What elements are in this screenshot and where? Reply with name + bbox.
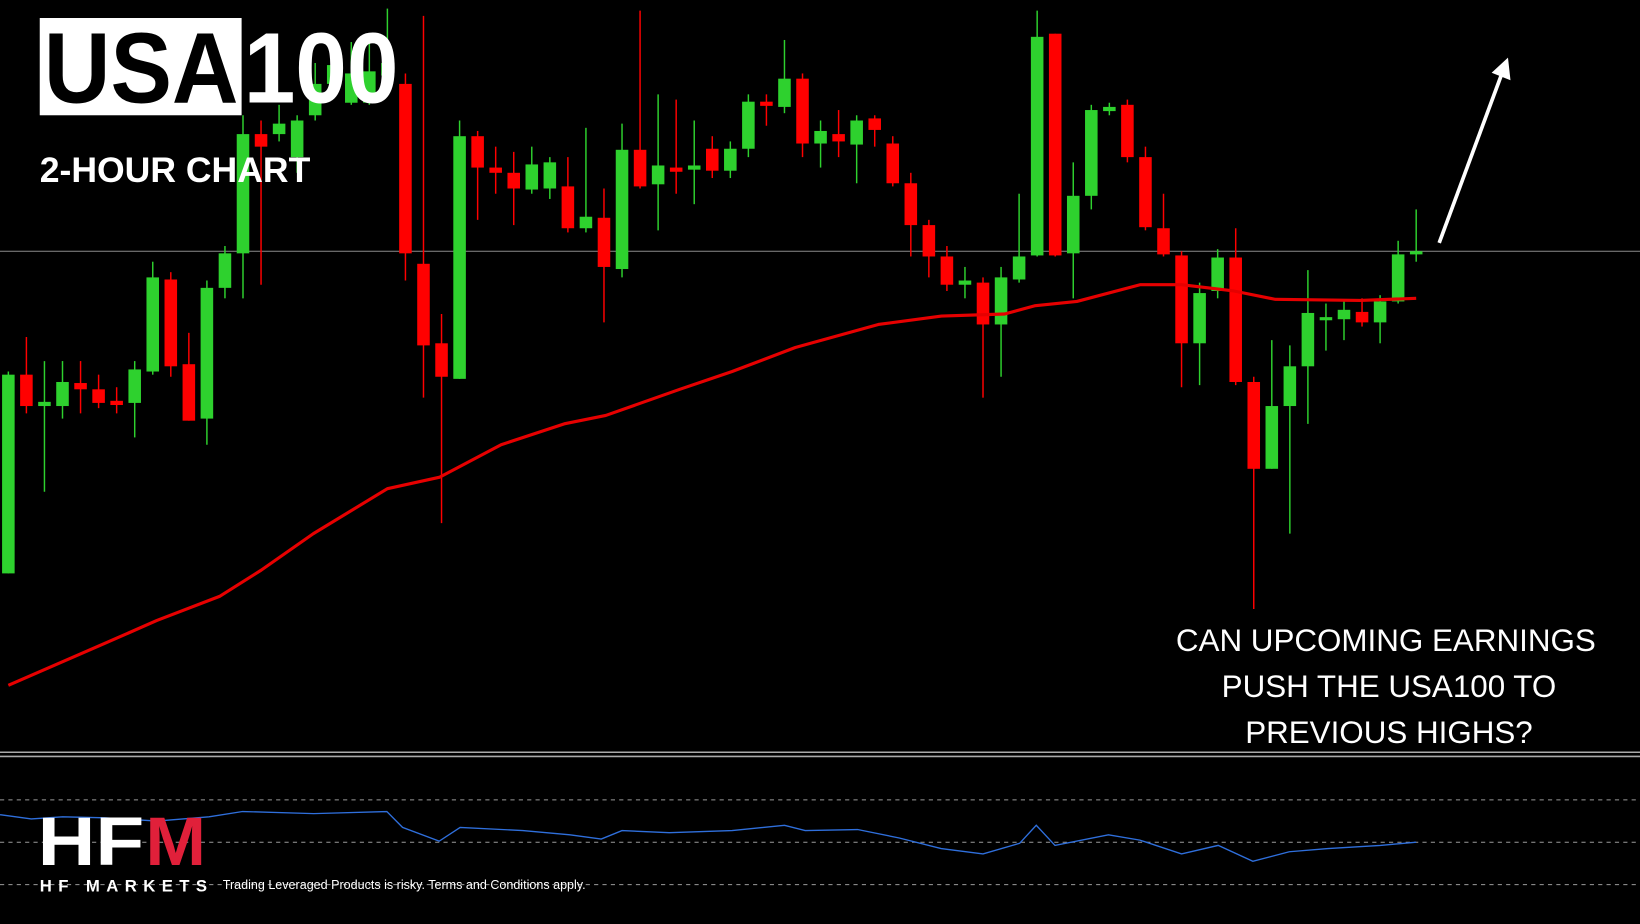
brand-box bbox=[39, 18, 242, 116]
candle-body bbox=[290, 120, 304, 158]
candle-body bbox=[1030, 36, 1044, 256]
candle-body bbox=[796, 78, 809, 144]
candle-body bbox=[561, 186, 575, 229]
candle-body bbox=[633, 149, 647, 187]
candle-body bbox=[345, 73, 358, 103]
candle-body bbox=[651, 165, 665, 185]
candle-body bbox=[597, 217, 611, 267]
candle-body bbox=[182, 364, 196, 421]
candle-body bbox=[922, 225, 936, 257]
annotation-line: CAN UPCOMING EARNINGS bbox=[1176, 623, 1596, 658]
candle-body bbox=[1265, 406, 1279, 469]
candle-body bbox=[886, 143, 900, 184]
candle-body bbox=[326, 65, 340, 84]
candle-body bbox=[20, 374, 33, 407]
indicator-line bbox=[0, 810, 1417, 863]
candle-body bbox=[110, 400, 123, 405]
candle-body bbox=[669, 167, 683, 172]
brand-plain: 100 bbox=[244, 13, 399, 125]
candle-body bbox=[994, 277, 1008, 325]
arrow-shaft bbox=[1437, 72, 1504, 244]
candle-body bbox=[1319, 317, 1333, 321]
candle-body bbox=[742, 101, 755, 149]
candle-body bbox=[904, 183, 918, 226]
indicator-panel bbox=[0, 799, 1640, 886]
candle-body bbox=[615, 149, 629, 270]
candle-body bbox=[958, 280, 972, 285]
candle-body bbox=[435, 343, 448, 377]
candle-body bbox=[724, 148, 737, 171]
candle-body bbox=[272, 123, 286, 135]
candle-body bbox=[525, 164, 539, 190]
candle-body bbox=[1301, 312, 1315, 367]
candle-body bbox=[507, 172, 521, 189]
candle-body bbox=[1085, 110, 1098, 196]
candle-body bbox=[74, 383, 87, 390]
candle-body bbox=[92, 389, 105, 403]
candle-body bbox=[471, 136, 484, 168]
candle-body bbox=[1066, 195, 1080, 254]
candle-body bbox=[308, 83, 322, 116]
candle-body bbox=[976, 282, 990, 325]
candle-body bbox=[1373, 301, 1387, 323]
candle-body bbox=[1229, 257, 1242, 382]
price-panel bbox=[0, 8, 1640, 687]
disclaimer: Trading Leveraged Products is risky. Ter… bbox=[223, 878, 586, 892]
candle-body bbox=[38, 401, 51, 407]
candle-body bbox=[363, 71, 376, 103]
candle-body bbox=[1103, 106, 1116, 112]
candle-body bbox=[1012, 256, 1026, 280]
logo-main: HF bbox=[38, 803, 145, 880]
candle-body bbox=[1175, 255, 1188, 344]
candle-body bbox=[489, 167, 502, 173]
candle-body bbox=[1139, 157, 1152, 228]
candle-body bbox=[940, 256, 954, 285]
candle-body bbox=[1211, 257, 1224, 291]
candle-body bbox=[850, 120, 863, 145]
candle-body bbox=[1193, 293, 1206, 344]
candle-body bbox=[254, 134, 268, 147]
subtitle: 2-HOUR CHART bbox=[40, 150, 311, 190]
candle-body bbox=[56, 381, 69, 407]
candle-body bbox=[200, 287, 214, 419]
candle-body bbox=[1048, 33, 1062, 256]
candle-body bbox=[687, 165, 701, 170]
arrow-head bbox=[1491, 57, 1511, 81]
candle-body bbox=[1337, 309, 1351, 320]
candle-body bbox=[453, 136, 466, 379]
candle-body bbox=[1355, 311, 1369, 323]
candle-body bbox=[146, 277, 160, 372]
candle-body bbox=[417, 263, 430, 346]
candle-body bbox=[2, 374, 15, 574]
candle-body bbox=[1391, 254, 1405, 302]
logo-accent: M bbox=[145, 803, 206, 880]
annotation-line: PUSH THE USA100 TO bbox=[1222, 669, 1557, 704]
brand-boxed: USA bbox=[44, 13, 239, 125]
candle-body bbox=[128, 369, 141, 403]
candle-body bbox=[1409, 251, 1423, 255]
candle-body bbox=[1121, 104, 1134, 158]
moving-average bbox=[7, 283, 1417, 687]
candle-body bbox=[868, 118, 881, 130]
candle-body bbox=[579, 216, 593, 229]
candle-body bbox=[814, 130, 827, 144]
candle-body bbox=[399, 83, 412, 254]
candle-body bbox=[543, 162, 557, 189]
annotation-line: PREVIOUS HIGHS? bbox=[1245, 715, 1533, 750]
candle-body bbox=[705, 148, 719, 171]
candle-body bbox=[1247, 381, 1261, 469]
candle-body bbox=[1157, 228, 1170, 255]
candle-body bbox=[218, 253, 232, 288]
candle-body bbox=[236, 134, 250, 254]
candle-body bbox=[164, 279, 178, 367]
candle-body bbox=[832, 134, 845, 142]
candle-body bbox=[1283, 366, 1297, 407]
candle-body bbox=[760, 101, 773, 106]
trend-arrow bbox=[1437, 57, 1511, 244]
candle-body bbox=[381, 62, 394, 76]
candle-body bbox=[778, 78, 791, 107]
